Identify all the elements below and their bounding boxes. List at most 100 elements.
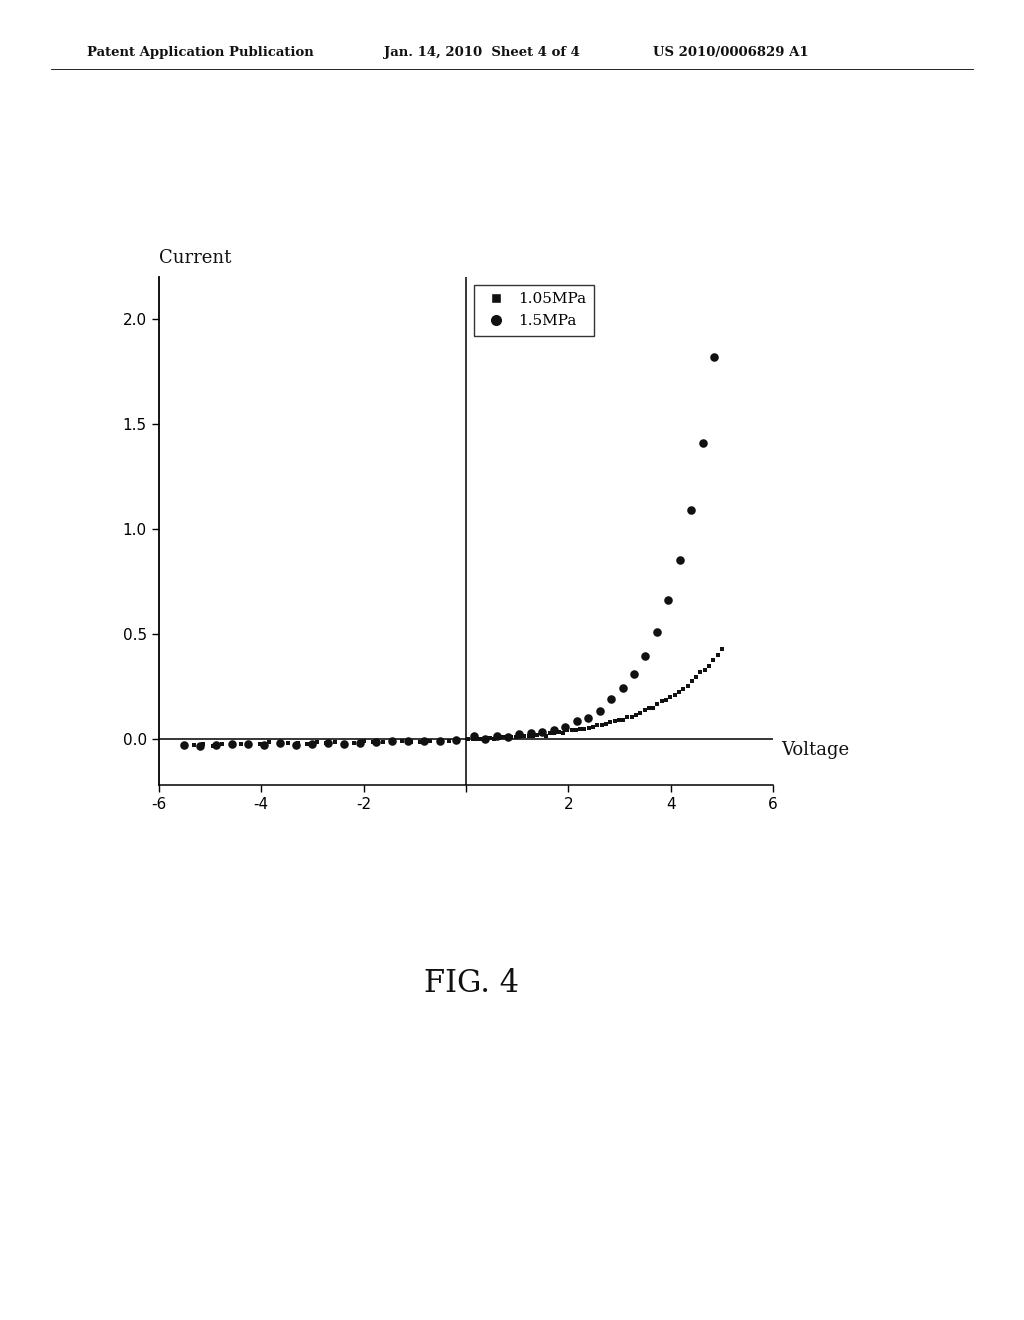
1.05MPa (563, 719, 580, 741)
1.05MPa (465, 729, 481, 750)
1.5MPa (272, 733, 289, 754)
1.05MPa (615, 709, 632, 730)
1.05MPa (516, 725, 532, 746)
1.05MPa (508, 726, 524, 747)
1.05MPa (645, 697, 662, 718)
1.05MPa (450, 730, 466, 751)
1.05MPa (214, 734, 230, 755)
1.05MPa (499, 727, 515, 748)
1.05MPa (440, 730, 457, 751)
1.05MPa (185, 734, 202, 755)
1.05MPa (223, 735, 240, 756)
1.5MPa (465, 726, 481, 747)
1.5MPa (304, 733, 321, 754)
1.05MPa (594, 714, 610, 735)
1.5MPa (580, 708, 596, 729)
1.05MPa (431, 731, 447, 752)
1.05MPa (696, 660, 713, 681)
Legend: 1.05MPa, 1.5MPa: 1.05MPa, 1.5MPa (473, 285, 594, 335)
1.05MPa (546, 722, 562, 743)
1.05MPa (534, 722, 550, 743)
1.5MPa (256, 734, 272, 755)
1.05MPa (490, 727, 507, 748)
1.5MPa (626, 664, 642, 685)
1.05MPa (195, 734, 211, 755)
1.05MPa (355, 731, 372, 752)
1.05MPa (481, 727, 498, 748)
1.05MPa (663, 686, 679, 708)
1.05MPa (261, 731, 278, 752)
1.05MPa (243, 734, 259, 755)
1.5MPa (660, 589, 677, 610)
1.05MPa (555, 722, 571, 743)
1.05MPa (589, 714, 605, 735)
1.05MPa (317, 733, 334, 754)
1.05MPa (700, 656, 717, 677)
1.5MPa (603, 689, 620, 710)
1.05MPa (572, 718, 589, 739)
1.5MPa (399, 730, 416, 751)
1.5MPa (431, 730, 447, 751)
1.5MPa (511, 723, 527, 744)
1.5MPa (706, 346, 722, 367)
1.05MPa (512, 725, 528, 746)
1.05MPa (679, 676, 695, 697)
1.05MPa (688, 667, 705, 688)
1.05MPa (495, 727, 511, 748)
1.05MPa (653, 690, 670, 711)
1.05MPa (714, 639, 730, 660)
1.05MPa (606, 710, 623, 731)
Text: Current: Current (159, 248, 231, 267)
1.05MPa (205, 735, 221, 756)
1.05MPa (422, 731, 438, 752)
1.05MPa (657, 689, 674, 710)
1.05MPa (299, 734, 315, 755)
1.5MPa (319, 733, 336, 754)
1.5MPa (637, 645, 653, 667)
1.5MPa (384, 731, 400, 752)
1.05MPa (337, 733, 353, 754)
1.05MPa (365, 731, 381, 752)
1.5MPa (568, 710, 585, 731)
1.05MPa (559, 719, 575, 741)
1.05MPa (585, 717, 601, 738)
1.05MPa (503, 727, 519, 748)
1.05MPa (375, 731, 391, 752)
1.05MPa (524, 725, 541, 746)
1.05MPa (270, 734, 287, 755)
1.05MPa (538, 726, 554, 747)
1.5MPa (288, 734, 304, 755)
1.5MPa (592, 700, 608, 721)
1.05MPa (581, 717, 597, 738)
1.05MPa (671, 681, 687, 702)
1.05MPa (290, 733, 306, 754)
1.05MPa (567, 719, 584, 741)
1.5MPa (176, 734, 193, 755)
1.5MPa (557, 717, 573, 738)
Text: US 2010/0006829 A1: US 2010/0006829 A1 (653, 46, 809, 59)
Text: Jan. 14, 2010  Sheet 4 of 4: Jan. 14, 2010 Sheet 4 of 4 (384, 46, 580, 59)
1.05MPa (602, 711, 618, 733)
1.05MPa (460, 729, 476, 750)
Text: FIG. 4: FIG. 4 (424, 968, 518, 999)
1.05MPa (632, 702, 648, 723)
1.05MPa (252, 734, 268, 755)
1.5MPa (614, 677, 631, 698)
1.5MPa (672, 549, 688, 570)
1.05MPa (598, 713, 614, 734)
1.5MPa (208, 734, 224, 755)
Text: Voltage: Voltage (780, 742, 849, 759)
1.5MPa (416, 730, 432, 751)
1.5MPa (488, 726, 505, 747)
Text: Patent Application Publication: Patent Application Publication (87, 46, 313, 59)
1.05MPa (280, 733, 296, 754)
1.5MPa (447, 730, 464, 751)
1.05MPa (641, 697, 657, 718)
1.05MPa (469, 729, 485, 750)
1.05MPa (636, 700, 652, 721)
1.05MPa (346, 733, 362, 754)
1.05MPa (384, 730, 400, 751)
1.5MPa (224, 733, 241, 754)
1.5MPa (477, 729, 494, 750)
1.05MPa (624, 706, 640, 727)
